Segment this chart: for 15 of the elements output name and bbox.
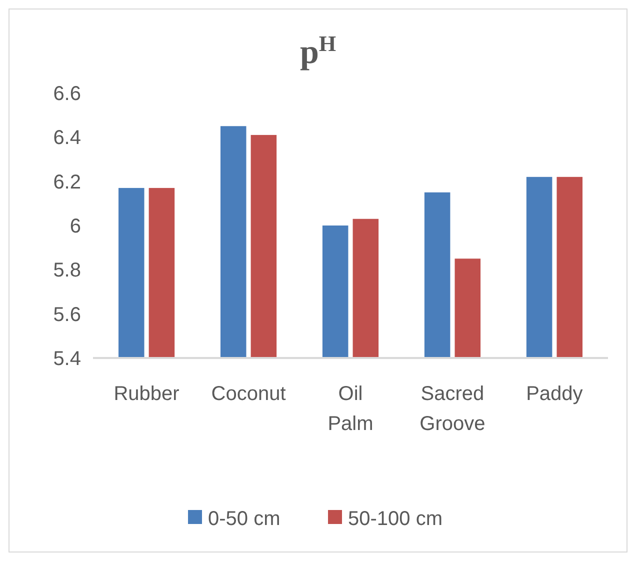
y-tick-label: 6.6 — [53, 83, 81, 105]
x-tick-label: Rubber — [114, 383, 180, 405]
y-tick-label: 6.4 — [53, 127, 81, 150]
y-tick-label: 6 — [70, 216, 81, 238]
legend-label: 50-100 cm — [348, 508, 442, 530]
y-tick-label: 5.8 — [53, 260, 81, 282]
chart-title: p$^{H}$ — [300, 30, 336, 71]
y-tick-label: 5.6 — [53, 304, 81, 326]
legend-label: 0-50 cm — [208, 508, 280, 530]
y-tick-label: 5.4 — [53, 348, 81, 370]
x-tick-label: Coconut — [211, 383, 286, 405]
y-tick-label: 6.2 — [53, 171, 81, 194]
x-tick-label: Oil Palm — [328, 383, 374, 435]
x-tick-label: Sacred Groove — [420, 383, 486, 435]
x-tick-label: Paddy — [526, 383, 583, 405]
